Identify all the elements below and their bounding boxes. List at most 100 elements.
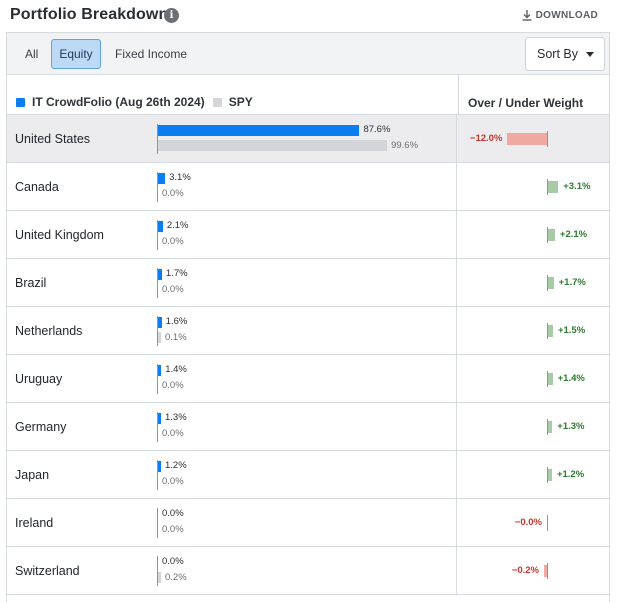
table-row[interactable]: Switzerland 0.0% 0.2% −0.2% (7, 547, 609, 595)
tab-all[interactable]: All (25, 47, 39, 61)
overweight-bar (548, 277, 554, 289)
allocation-bars: 0.0% 0.2% (157, 547, 457, 594)
sort-by-label: Sort By (537, 47, 578, 61)
overweight-value: +1.7% (558, 277, 586, 288)
allocation-bars: 87.6% 99.6% (157, 115, 457, 162)
overweight-axis (547, 371, 548, 387)
country-name: Brazil (15, 276, 47, 290)
overweight-axis (547, 419, 548, 435)
info-icon[interactable]: i (164, 8, 179, 23)
country-name: United States (15, 132, 91, 146)
overweight-value: −0.0% (514, 517, 542, 528)
portfolio-bar (158, 173, 166, 184)
portfolio-bar (158, 269, 162, 280)
page-title: Portfolio Breakdown (10, 6, 169, 23)
portfolio-value: 0.0% (162, 508, 184, 519)
overweight-axis (547, 515, 548, 531)
overweight-value: −12.0% (469, 133, 503, 144)
portfolio-value: 2.1% (166, 220, 189, 231)
allocation-bars: 1.7% 0.0% (157, 259, 457, 306)
bar-axis (157, 268, 158, 298)
country-name: United Kingdom (15, 228, 104, 242)
benchmark-value: 0.0% (162, 524, 184, 535)
overweight-value: +2.1% (559, 229, 588, 240)
country-rows: United States 87.6% 99.6% −12.0% Canada 3.1% 0… (7, 115, 609, 595)
portfolio-value: 1.2% (165, 460, 187, 471)
table-row[interactable]: Brazil 1.7% 0.0% +1.7% (7, 259, 609, 307)
table-row[interactable]: United Kingdom 2.1% 0.0% +2.1% (7, 211, 609, 259)
table-row[interactable]: Canada 3.1% 0.0% +3.1% (7, 163, 609, 211)
overweight-cell: −12.0% (458, 115, 609, 162)
overweight-cell: +2.1% (458, 211, 609, 258)
underweight-bar (507, 133, 547, 145)
benchmark-value: 0.0% (162, 476, 184, 487)
benchmark-bar (158, 572, 161, 583)
table-row[interactable]: Japan 1.2% 0.0% +1.2% (7, 451, 609, 499)
overweight-value: −0.2% (511, 565, 539, 576)
overweight-value: +1.5% (557, 325, 586, 336)
overweight-axis (547, 131, 548, 147)
column-header: IT CrowdFolio (Aug 26th 2024) SPY Over /… (7, 75, 609, 115)
benchmark-bar (158, 332, 161, 343)
overweight-header: Over / Under Weight (458, 75, 609, 114)
portfolio-value: 3.1% (169, 172, 191, 183)
overweight-cell: +1.3% (458, 403, 609, 450)
overweight-bar (548, 181, 559, 193)
legend-portfolio: IT CrowdFolio (Aug 26th 2024) (32, 95, 205, 109)
bar-axis (157, 220, 158, 250)
underweight-bar (544, 565, 547, 577)
overweight-bar (548, 373, 553, 385)
portfolio-bar (158, 461, 161, 472)
allocation-bars: 1.3% 0.0% (157, 403, 457, 450)
allocation-bars: 1.6% 0.1% (157, 307, 457, 354)
benchmark-value: 0.2% (165, 572, 187, 583)
portfolio-bar (158, 125, 360, 136)
benchmark-swatch (212, 97, 222, 107)
portfolio-value: 1.3% (165, 412, 187, 423)
bar-axis (157, 172, 158, 202)
overweight-value: +1.2% (556, 469, 585, 480)
overweight-bar (548, 421, 553, 433)
country-name: Canada (15, 180, 59, 194)
bar-axis (157, 124, 158, 154)
table-row[interactable]: Netherlands 1.6% 0.1% +1.5% (7, 307, 609, 355)
benchmark-value: 99.6% (391, 140, 419, 151)
overweight-cell: +1.2% (458, 451, 609, 498)
table-row[interactable]: Ireland 0.0% 0.0% −0.0% (7, 499, 609, 547)
filter-bar: All Equity Fixed Income Sort By (7, 33, 609, 75)
table-row[interactable]: Germany 1.3% 0.0% +1.3% (7, 403, 609, 451)
overweight-bar (548, 469, 552, 481)
portfolio-value: 1.6% (165, 316, 188, 327)
country-name: Japan (15, 468, 50, 482)
bar-axis (157, 412, 158, 442)
overweight-value: +3.1% (563, 181, 591, 192)
portfolio-swatch (16, 97, 25, 107)
country-name: Switzerland (15, 564, 80, 578)
bar-axis (157, 460, 158, 490)
download-button[interactable]: DOWNLOAD (522, 10, 598, 21)
tab-fixed-income[interactable]: Fixed Income (115, 47, 188, 61)
sort-by-dropdown[interactable]: Sort By (525, 37, 605, 71)
overweight-cell: +1.5% (458, 307, 609, 354)
table-row[interactable]: United States 87.6% 99.6% −12.0% (7, 115, 609, 163)
country-name: Uruguay (15, 372, 63, 386)
overweight-axis (547, 467, 548, 483)
country-name: Germany (15, 420, 67, 434)
portfolio-value: 87.6% (363, 124, 391, 135)
table-row[interactable]: Uruguay 1.4% 0.0% +1.4% (7, 355, 609, 403)
header: Portfolio Breakdown i DOWNLOAD (0, 0, 618, 32)
legend-benchmark: SPY (228, 95, 253, 109)
benchmark-bar (158, 140, 388, 151)
download-label: DOWNLOAD (535, 10, 598, 21)
overweight-axis (547, 227, 548, 243)
overweight-value: +1.4% (557, 373, 585, 384)
tab-equity[interactable]: Equity (51, 39, 101, 69)
benchmark-value: 0.0% (162, 428, 184, 439)
benchmark-value: 0.0% (162, 188, 184, 199)
portfolio-value: 0.0% (162, 556, 184, 567)
overweight-cell: +3.1% (458, 163, 609, 210)
bar-axis (157, 508, 158, 538)
breakdown-panel: All Equity Fixed Income Sort By IT Crowd… (6, 32, 610, 602)
country-name: Ireland (15, 516, 54, 530)
overweight-axis (547, 179, 548, 195)
